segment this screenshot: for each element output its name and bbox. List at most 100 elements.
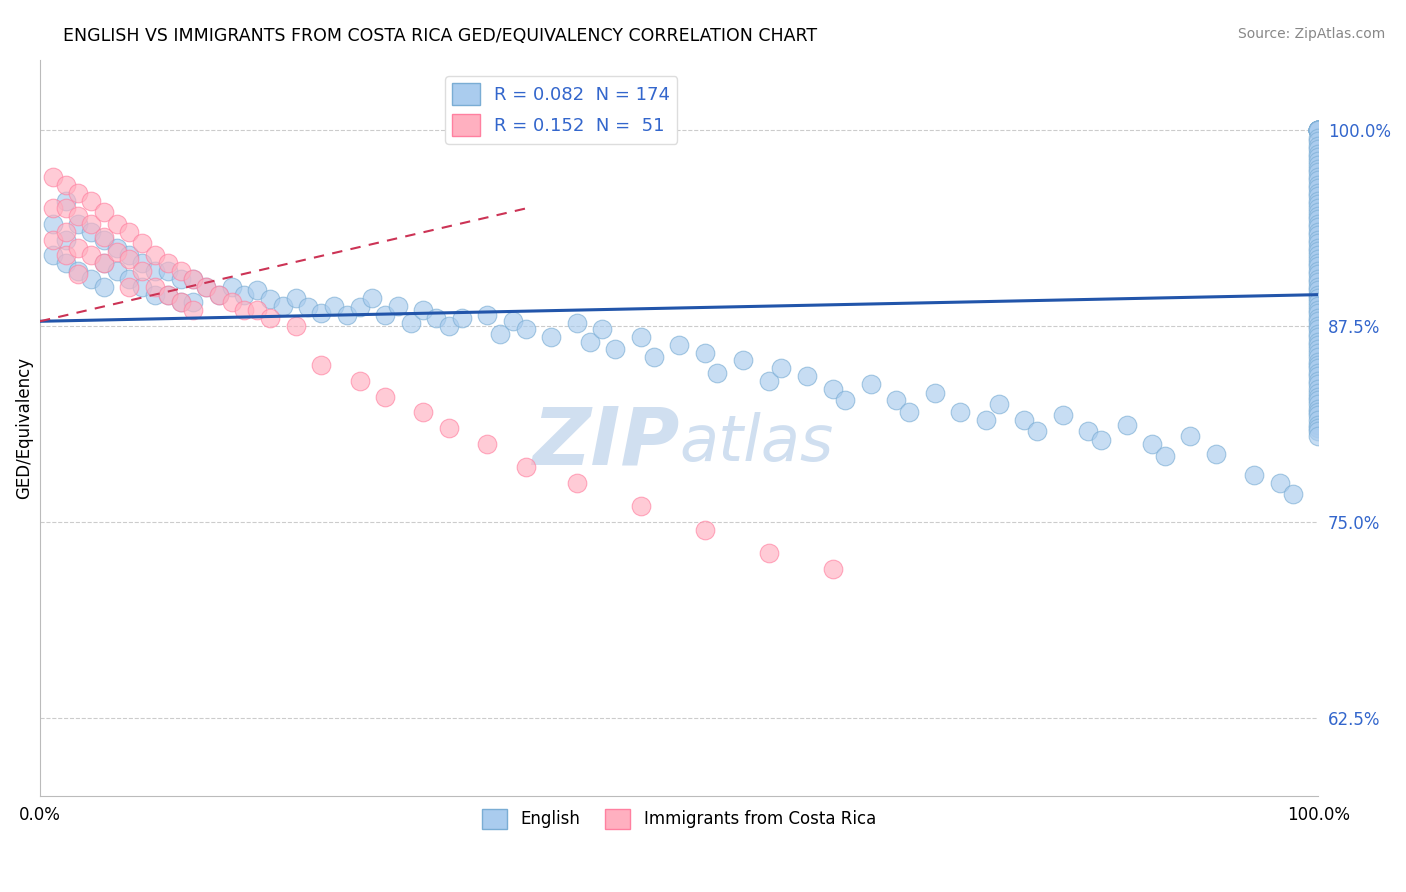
Point bbox=[1308, 248, 1330, 262]
Point bbox=[1308, 134, 1330, 148]
Point bbox=[183, 272, 205, 286]
Point bbox=[55, 256, 77, 270]
Point bbox=[208, 287, 231, 301]
Point bbox=[859, 376, 882, 391]
Point bbox=[1308, 330, 1330, 344]
Point bbox=[1308, 123, 1330, 137]
Point bbox=[118, 225, 141, 239]
Point bbox=[437, 421, 460, 435]
Point bbox=[425, 311, 447, 326]
Point bbox=[221, 280, 243, 294]
Point bbox=[118, 272, 141, 286]
Point bbox=[271, 299, 294, 313]
Point bbox=[1308, 409, 1330, 423]
Point bbox=[42, 233, 65, 247]
Point bbox=[259, 293, 281, 307]
Point bbox=[437, 318, 460, 333]
Point bbox=[1308, 260, 1330, 274]
Text: Source: ZipAtlas.com: Source: ZipAtlas.com bbox=[1237, 27, 1385, 41]
Point bbox=[1308, 123, 1330, 137]
Text: ZIP: ZIP bbox=[531, 403, 679, 482]
Point bbox=[349, 374, 371, 388]
Point bbox=[949, 405, 972, 419]
Point bbox=[1308, 345, 1330, 359]
Point bbox=[93, 256, 115, 270]
Point bbox=[169, 272, 191, 286]
Point bbox=[898, 405, 921, 419]
Point bbox=[924, 386, 946, 401]
Point bbox=[1308, 178, 1330, 192]
Point bbox=[1308, 299, 1330, 313]
Point bbox=[693, 345, 716, 359]
Point bbox=[1077, 424, 1099, 438]
Point bbox=[80, 248, 103, 262]
Point bbox=[477, 436, 499, 450]
Point bbox=[118, 280, 141, 294]
Point bbox=[1026, 424, 1049, 438]
Point bbox=[706, 366, 728, 380]
Point bbox=[1308, 374, 1330, 388]
Point bbox=[55, 248, 77, 262]
Point bbox=[131, 280, 153, 294]
Point bbox=[105, 217, 128, 231]
Point bbox=[1308, 295, 1330, 310]
Y-axis label: GED/Equivalency: GED/Equivalency bbox=[15, 357, 32, 499]
Point bbox=[246, 303, 269, 318]
Point bbox=[1308, 421, 1330, 435]
Point bbox=[1308, 267, 1330, 281]
Point bbox=[93, 256, 115, 270]
Point bbox=[1268, 475, 1291, 490]
Legend: English, Immigrants from Costa Rica: English, Immigrants from Costa Rica bbox=[475, 802, 883, 836]
Point bbox=[67, 186, 90, 200]
Point bbox=[259, 311, 281, 326]
Point bbox=[1308, 204, 1330, 219]
Point bbox=[309, 306, 332, 320]
Point bbox=[1308, 241, 1330, 255]
Point bbox=[195, 280, 218, 294]
Point bbox=[297, 300, 319, 314]
Point bbox=[143, 248, 166, 262]
Point bbox=[630, 330, 652, 344]
Point bbox=[1308, 428, 1330, 442]
Point bbox=[93, 233, 115, 247]
Point bbox=[1308, 209, 1330, 223]
Point bbox=[156, 287, 179, 301]
Point bbox=[143, 287, 166, 301]
Point bbox=[643, 351, 665, 365]
Point bbox=[1308, 146, 1330, 161]
Point bbox=[156, 264, 179, 278]
Point bbox=[591, 322, 613, 336]
Point bbox=[1308, 131, 1330, 145]
Point bbox=[1308, 358, 1330, 372]
Point bbox=[1205, 448, 1227, 462]
Point bbox=[1308, 194, 1330, 208]
Point bbox=[515, 460, 537, 475]
Point bbox=[67, 264, 90, 278]
Point bbox=[349, 300, 371, 314]
Point bbox=[1308, 326, 1330, 341]
Point bbox=[1090, 434, 1112, 448]
Point bbox=[1308, 283, 1330, 297]
Point bbox=[1115, 417, 1137, 432]
Point bbox=[55, 178, 77, 192]
Point bbox=[796, 369, 818, 384]
Point bbox=[1308, 123, 1330, 137]
Point bbox=[1308, 196, 1330, 211]
Point bbox=[118, 248, 141, 262]
Point bbox=[1308, 272, 1330, 286]
Point bbox=[156, 287, 179, 301]
Point bbox=[1308, 402, 1330, 417]
Point bbox=[1308, 413, 1330, 427]
Point bbox=[1308, 256, 1330, 270]
Point bbox=[80, 194, 103, 208]
Point bbox=[1308, 244, 1330, 258]
Point bbox=[1308, 405, 1330, 419]
Point bbox=[1308, 314, 1330, 328]
Point bbox=[1308, 165, 1330, 179]
Point bbox=[770, 361, 793, 376]
Point bbox=[309, 358, 332, 372]
Text: ENGLISH VS IMMIGRANTS FROM COSTA RICA GED/EQUIVALENCY CORRELATION CHART: ENGLISH VS IMMIGRANTS FROM COSTA RICA GE… bbox=[63, 27, 817, 45]
Point bbox=[1308, 173, 1330, 187]
Point bbox=[183, 272, 205, 286]
Point bbox=[80, 225, 103, 239]
